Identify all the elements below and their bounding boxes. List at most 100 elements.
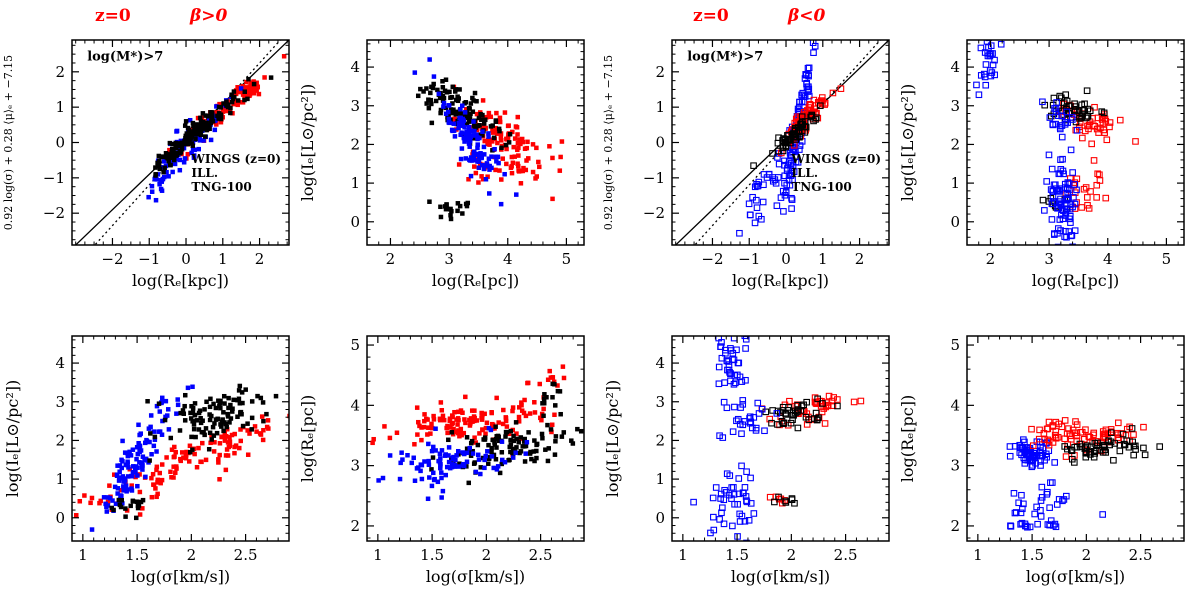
- y-tick-label: 3: [655, 393, 665, 411]
- plot-border: [71, 39, 290, 246]
- x-axis-label: log(σ[km/s]): [426, 567, 525, 586]
- x-tick-label: 5: [1162, 250, 1172, 268]
- plot-p7: 1 1.5 2 2.5 0 1 2 3 4 log(σ[km/s]) log(Iₑ[L⊙/pc²]): [603, 335, 890, 586]
- x-tick-label: 1: [973, 546, 983, 564]
- x-tick-label: 3: [444, 250, 454, 268]
- y-axis-label: log(Rₑ[pc]): [898, 395, 917, 482]
- plot-p4: 1 1.5 2 2.5 2 3 4 5 log(σ[km/s]) log(Rₑ[pc]): [298, 335, 585, 586]
- y-tick-label: 2: [655, 431, 665, 449]
- x-axis-label: log(Rₑ[pc]): [1032, 271, 1119, 290]
- y-axis-label: log(Iₑ[L⊙/pc²]): [898, 84, 917, 202]
- panel-fp-relation-beta-neg: −2 −1 0 1 2 −2 −1 0 1 2 log(Rₑ[kpc]) 0.92 log(σ) + …: [602, 26, 897, 298]
- panel-re-vs-sigma-beta-neg: 1 1.5 2 2.5 2 3 4 5 log(σ[km/s]) log(Rₑ[pc]): [897, 322, 1192, 594]
- y-tick-label: 2: [350, 135, 360, 153]
- x-axis-label: log(σ[km/s]): [731, 567, 830, 586]
- panel-re-vs-sigma-beta-pos: 1 1.5 2 2.5 2 3 4 5 log(σ[km/s]) log(Rₑ[pc]): [297, 322, 592, 594]
- x-tick-label: −2: [101, 250, 123, 268]
- plot-border: [71, 335, 290, 542]
- x-tick-label: 5: [562, 250, 572, 268]
- legend-entry: WINGS (z=0): [790, 152, 881, 166]
- x-tick-label: 2: [482, 546, 492, 564]
- legend-entry: WINGS (z=0): [190, 152, 281, 166]
- x-tick-label: 4: [1103, 250, 1113, 268]
- plot-p2: 2 3 4 5 0 1 2 3 4 log(Rₑ[pc]) log(Iₑ[L⊙/pc²]): [298, 39, 585, 290]
- x-tick-label: 1: [818, 250, 828, 268]
- x-tick-label: 2: [1082, 546, 1092, 564]
- y-tick-label: −1: [43, 169, 65, 187]
- y-tick-label: 1: [55, 470, 65, 488]
- x-tick-label: 2.5: [1129, 546, 1153, 564]
- y-tick-label: 0: [655, 134, 665, 152]
- y-tick-label: 3: [950, 457, 960, 475]
- y-tick-label: −1: [643, 169, 665, 187]
- x-tick-label: 1.5: [420, 546, 444, 564]
- x-axis-label: log(Rₑ[pc]): [432, 271, 519, 290]
- group-title-beta-right: β<0: [788, 6, 826, 26]
- plot-p8: 1 1.5 2 2.5 2 3 4 5 log(σ[km/s]) log(Rₑ[pc]): [898, 335, 1185, 586]
- y-tick-label: 3: [350, 97, 360, 115]
- x-tick-label: 0: [181, 250, 191, 268]
- legend-entry: TNG-100: [191, 180, 251, 194]
- x-tick-label: 2.5: [834, 546, 858, 564]
- panel-ie-vs-sigma-beta-pos: 1 1.5 2 2.5 0 1 2 3 4 log(σ[km/s]) log(Iₑ[L⊙/pc²]): [2, 322, 297, 594]
- x-axis-label: log(σ[km/s]): [1026, 567, 1125, 586]
- x-tick-label: 1.5: [725, 546, 749, 564]
- plot-border: [671, 39, 890, 246]
- y-tick-label: 0: [55, 134, 65, 152]
- plot-border: [366, 335, 585, 542]
- plot-p6: 2 3 4 5 0 1 2 3 4 log(Rₑ[pc]) log(Iₑ[L⊙/pc²]): [898, 39, 1185, 290]
- x-tick-label: −1: [138, 250, 160, 268]
- y-tick-label: 1: [655, 98, 665, 116]
- y-tick-label: 3: [55, 393, 65, 411]
- y-axis-label: 0.92 log(σ) + 0.28 ⟨μ⟩ₑ + −7.15: [2, 55, 15, 230]
- x-tick-label: 2: [187, 546, 197, 564]
- x-tick-label: 4: [503, 250, 513, 268]
- x-tick-label: 3: [1044, 250, 1054, 268]
- x-tick-label: 1: [373, 546, 383, 564]
- y-tick-label: −2: [643, 204, 665, 222]
- x-tick-label: −1: [738, 250, 760, 268]
- y-tick-label: 2: [350, 517, 360, 535]
- x-tick-label: 2.5: [529, 546, 553, 564]
- y-tick-label: 3: [350, 457, 360, 475]
- x-axis-label: log(Rₑ[kpc]): [732, 271, 829, 290]
- y-tick-label: 4: [350, 58, 360, 76]
- x-tick-label: 0: [781, 250, 791, 268]
- y-tick-label: 0: [655, 509, 665, 527]
- plot-border: [966, 335, 1185, 542]
- x-tick-label: 1: [78, 546, 88, 564]
- y-tick-label: 0: [350, 213, 360, 231]
- x-tick-label: 1: [218, 250, 228, 268]
- group-title-z-right: z=0: [693, 6, 729, 26]
- y-tick-label: 0: [950, 213, 960, 231]
- y-tick-label: 5: [350, 336, 360, 354]
- legend-entry: ILL.: [191, 166, 218, 180]
- x-axis-label: log(Rₑ[kpc]): [132, 271, 229, 290]
- plot-border: [966, 39, 1185, 246]
- y-tick-label: 1: [55, 98, 65, 116]
- y-tick-label: 2: [55, 63, 65, 81]
- panel-ie-vs-re-beta-pos: 2 3 4 5 0 1 2 3 4 log(Rₑ[pc]) log(Iₑ[L⊙/pc²]): [297, 26, 592, 298]
- x-tick-label: 2: [855, 250, 865, 268]
- y-tick-label: 4: [655, 354, 665, 372]
- plot-border: [671, 335, 890, 542]
- x-tick-label: 1.5: [125, 546, 149, 564]
- x-tick-label: 2: [255, 250, 265, 268]
- y-tick-label: 1: [350, 174, 360, 192]
- y-axis-label: log(Iₑ[L⊙/pc²]): [298, 84, 317, 202]
- y-tick-label: 5: [950, 336, 960, 354]
- annotation-mass-cut: log(M*)>7: [87, 50, 163, 65]
- y-tick-label: 0: [55, 509, 65, 527]
- panel-fp-relation-beta-pos: −2 −1 0 1 2 −2 −1 0 1 2 log(Rₑ[kpc]) 0.92 log(σ) + …: [2, 26, 297, 298]
- x-tick-label: −2: [701, 250, 723, 268]
- x-tick-label: 2: [986, 250, 996, 268]
- y-axis-label: 0.92 log(σ) + 0.28 ⟨μ⟩ₑ + −7.15: [602, 55, 615, 230]
- y-tick-label: 3: [950, 97, 960, 115]
- plot-p5: −2 −1 0 1 2 −2 −1 0 1 2 log(Rₑ[kpc]) 0.92 log(σ) + …: [602, 39, 890, 290]
- group-title-beta-left: β>0: [190, 6, 228, 26]
- x-axis-label: log(σ[km/s]): [131, 567, 230, 586]
- y-tick-label: 2: [950, 135, 960, 153]
- y-tick-label: 4: [950, 396, 960, 414]
- legend-entry: TNG-100: [791, 180, 851, 194]
